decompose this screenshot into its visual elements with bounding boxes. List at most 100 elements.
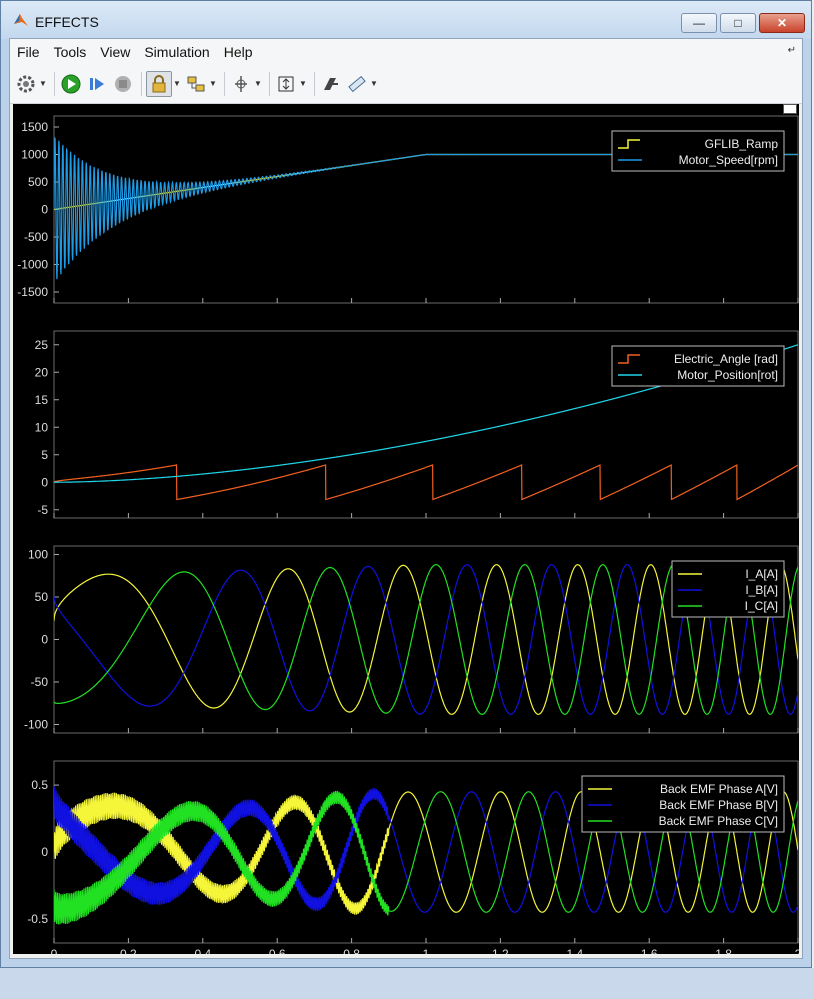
signal-selector-icon bbox=[187, 76, 205, 91]
y-tick-label: 0 bbox=[41, 633, 48, 647]
legend-box bbox=[671, 560, 785, 618]
x-tick-label: 0.8 bbox=[343, 947, 360, 954]
scope-client: File Tools View Simulation Help ↵ ▼ bbox=[9, 38, 803, 961]
y-tick-label: -1000 bbox=[17, 258, 48, 272]
toolbar-separator bbox=[224, 71, 225, 96]
y-tick-label: 0.5 bbox=[31, 778, 48, 792]
highlight-block-button[interactable] bbox=[319, 70, 343, 98]
menu-tools[interactable]: Tools bbox=[53, 43, 87, 60]
close-icon: ✕ bbox=[776, 16, 788, 30]
plot-angle: 25 20 15 10 5 0 -5 Electric_Angle [rad] Motor_Po… bbox=[35, 330, 799, 519]
x-tick-label: 0 bbox=[51, 947, 58, 954]
legend: Back EMF Phase A[V] Back EMF Phase B[V] Ba… bbox=[581, 775, 785, 833]
y-tick-label: -100 bbox=[24, 718, 48, 732]
y-tick-label: 50 bbox=[35, 590, 49, 604]
y-tick-label: 5 bbox=[41, 448, 48, 462]
x-tick-label: 1.6 bbox=[641, 947, 658, 954]
legend-box bbox=[581, 775, 785, 833]
trigger-icon bbox=[235, 75, 247, 92]
toolbar: ▼ ▼ ▼ ▼ bbox=[10, 64, 802, 104]
y-tick-label: 1500 bbox=[21, 120, 48, 134]
x-tick-label: 2 bbox=[795, 947, 799, 954]
undock-icon[interactable] bbox=[783, 104, 797, 114]
y-tick-label: -0.5 bbox=[27, 912, 48, 926]
measure-button[interactable]: ▼ bbox=[345, 70, 379, 98]
lock-button[interactable]: ▼ bbox=[146, 70, 182, 98]
y-tick-label: 0 bbox=[41, 845, 48, 859]
menu-file[interactable]: File bbox=[17, 43, 40, 60]
measure-icon bbox=[348, 75, 366, 92]
settings-button[interactable]: ▼ bbox=[14, 70, 48, 98]
legend-label: Motor_Speed[rpm] bbox=[679, 153, 778, 167]
taskbar-strip bbox=[0, 968, 814, 999]
highlight-block-icon bbox=[324, 77, 338, 90]
menu-help[interactable]: Help bbox=[223, 43, 253, 60]
toolbar-separator bbox=[269, 71, 270, 96]
menu-bar: File Tools View Simulation Help ↵ bbox=[10, 39, 802, 64]
y-tick-label: 0 bbox=[41, 203, 48, 217]
scope-window: EFFECTS — □ ✕ File Tools View Simulation… bbox=[0, 0, 812, 968]
y-tick-label: 20 bbox=[35, 365, 49, 379]
y-tick-label: -1500 bbox=[17, 285, 48, 299]
gear-icon bbox=[17, 75, 35, 92]
x-tick-label: 1.4 bbox=[566, 947, 583, 954]
signal-selector-button[interactable]: ▼ bbox=[184, 70, 218, 98]
stop-button[interactable] bbox=[111, 70, 135, 98]
legend-step-marker bbox=[618, 139, 640, 149]
lock-icon bbox=[152, 74, 166, 92]
chevron-down-icon: ▼ bbox=[209, 79, 217, 88]
step-forward-button[interactable] bbox=[85, 70, 109, 98]
y-tick-label: 1000 bbox=[21, 148, 48, 162]
menu-view[interactable]: View bbox=[100, 43, 131, 60]
y-tick-label: -50 bbox=[31, 675, 49, 689]
series-electric-angle-rad- bbox=[54, 463, 798, 501]
legend: I_A[A] I_B[A] I_C[A] bbox=[671, 560, 785, 618]
legend-label: I_B[A] bbox=[745, 583, 778, 597]
title-bar[interactable]: EFFECTS — □ ✕ bbox=[1, 1, 811, 39]
maximize-button[interactable]: □ bbox=[720, 13, 756, 33]
y-tick-label: 25 bbox=[35, 338, 49, 352]
y-tick-label: 500 bbox=[28, 175, 48, 189]
run-button[interactable] bbox=[59, 70, 83, 98]
run-icon bbox=[61, 74, 81, 93]
plot-area[interactable]: 150010005000-500-1000-1500GFLIB_RampMoto… bbox=[13, 104, 802, 961]
chevron-down-icon: ▼ bbox=[370, 79, 378, 88]
x-tick-label: 0.6 bbox=[269, 947, 286, 954]
y-tick-label: 10 bbox=[35, 420, 49, 434]
trigger-button[interactable]: ▼ bbox=[229, 70, 263, 98]
x-tick-label: 0.2 bbox=[120, 947, 137, 954]
legend-label: Back EMF Phase B[V] bbox=[659, 798, 778, 812]
legend: Electric_Angle [rad] Motor_Position[rot] bbox=[611, 345, 785, 387]
minimize-button[interactable]: — bbox=[681, 13, 717, 33]
legend-label: Back EMF Phase C[V] bbox=[659, 814, 778, 828]
x-tick-label: 1.8 bbox=[715, 947, 732, 954]
legend-label: Back EMF Phase A[V] bbox=[660, 782, 778, 796]
plot-current: 100 50 0 -50 -100 I_A[A] I_B[A] I_C[A] bbox=[24, 545, 799, 734]
y-tick-label: 100 bbox=[28, 548, 48, 562]
legend-box bbox=[611, 345, 785, 387]
toolbar-separator bbox=[141, 71, 142, 96]
stop-icon bbox=[115, 75, 131, 92]
y-tick-label: -500 bbox=[24, 230, 48, 244]
x-tick-label: 1 bbox=[423, 947, 430, 954]
minimize-icon: — bbox=[693, 16, 705, 30]
series-back-emf-phase-a-v- bbox=[54, 791, 798, 915]
scale-axes-icon bbox=[278, 76, 294, 91]
series-back-emf-phase-b-v- bbox=[54, 786, 798, 913]
legend-label: Motor_Position[rot] bbox=[677, 368, 778, 382]
maximize-icon: □ bbox=[734, 16, 742, 30]
y-tick-label: 15 bbox=[35, 393, 49, 407]
scale-axes-button[interactable]: ▼ bbox=[274, 70, 308, 98]
legend: GFLIB_Ramp Motor_Speed[rpm] bbox=[611, 130, 785, 172]
dock-arrow-icon[interactable]: ↵ bbox=[787, 45, 796, 56]
series-i-b-a- bbox=[54, 564, 798, 715]
legend-label: I_A[A] bbox=[745, 567, 778, 581]
scope-display: 1500 1000 500 0 -500 -1000 -1500 GFLIB_Ramp Moto… bbox=[13, 104, 802, 961]
window-title: EFFECTS bbox=[35, 14, 99, 30]
menu-simulation[interactable]: Simulation bbox=[144, 43, 210, 60]
close-button[interactable]: ✕ bbox=[759, 13, 805, 33]
x-tick-label: 1.2 bbox=[492, 947, 509, 954]
toolbar-separator bbox=[314, 71, 315, 96]
step-forward-icon bbox=[90, 77, 104, 90]
